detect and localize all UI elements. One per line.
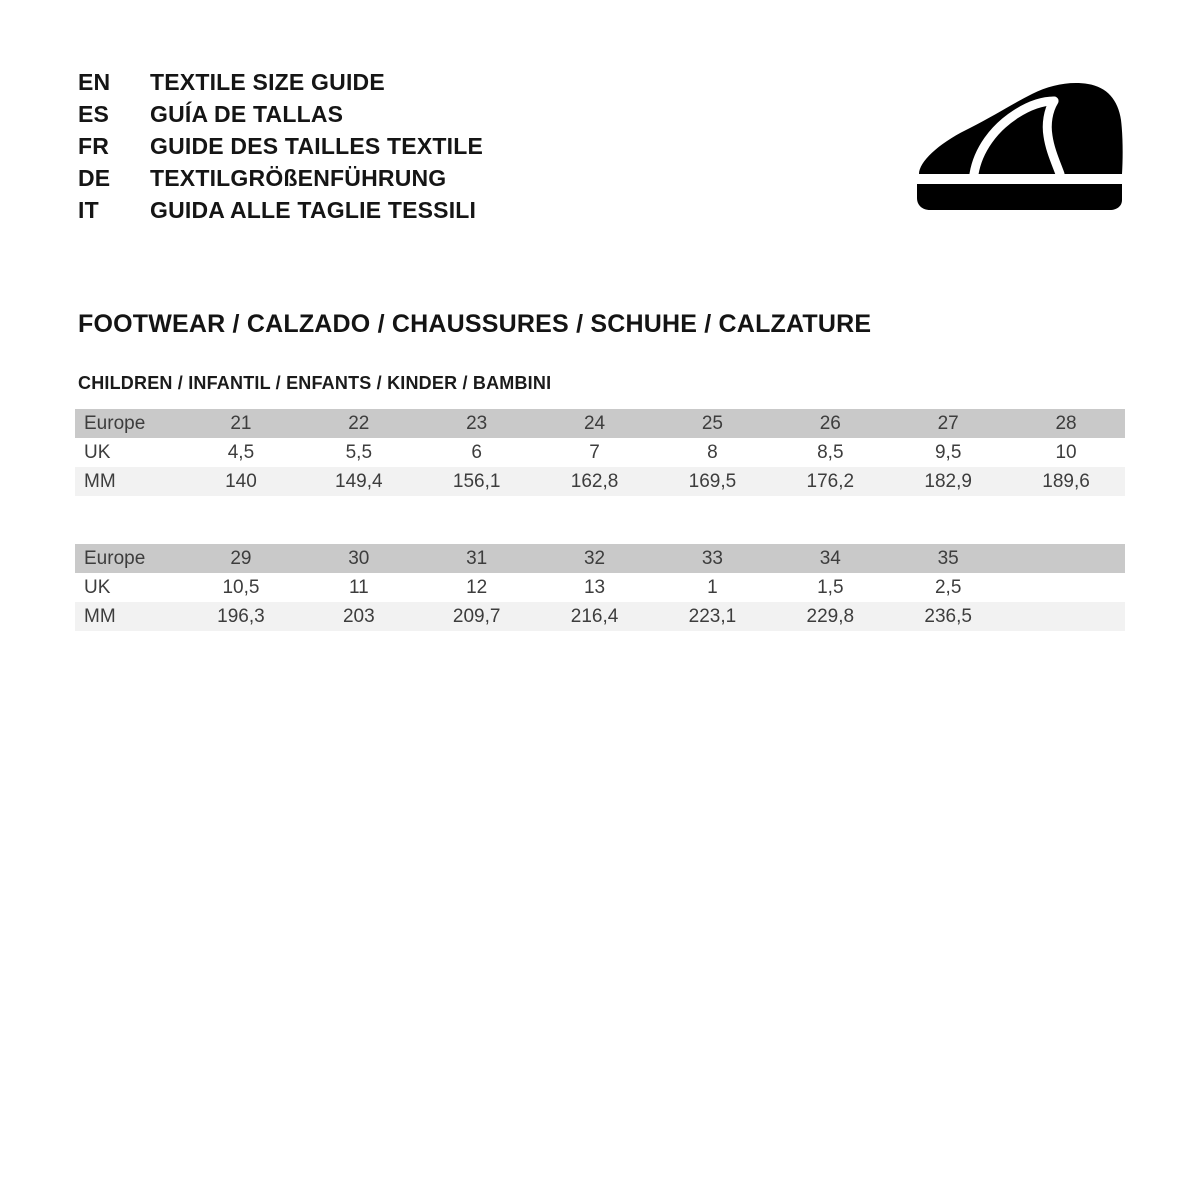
table-row: MM 196,3 203 209,7 216,4 223,1 229,8 236…: [75, 602, 1125, 631]
row-label-mm: MM: [84, 606, 116, 627]
table-cell: 21: [230, 413, 252, 434]
language-code-es: ES: [78, 101, 110, 127]
table-cell: 28: [1055, 413, 1077, 434]
row-label-mm: MM: [84, 471, 116, 492]
children-section-subtitle: CHILDREN / INFANTIL / ENFANTS / KINDER /…: [78, 373, 552, 393]
table-row: UK 10,5 11 12 13 1 1,5 2,5: [75, 573, 1125, 602]
table-cell: 35: [937, 548, 959, 569]
table-cell: 8,5: [817, 442, 844, 463]
table-cell-empty: [1007, 602, 1125, 631]
table-cell: 162,8: [570, 471, 619, 492]
table-cell: 1: [707, 577, 718, 598]
shoe-icon: [908, 78, 1132, 218]
table-cell: 189,6: [1042, 471, 1090, 492]
table-row: Europe 21 22 23 24 25 26 27 28: [75, 409, 1125, 438]
table-cell: 23: [466, 413, 488, 434]
language-row-de: DE TEXTILGRÖßENFÜHRUNG: [78, 162, 718, 194]
table-cell: 26: [819, 413, 841, 434]
table-cell: 27: [937, 413, 959, 434]
table-cell: 25: [701, 413, 723, 434]
language-row-es: ES GUÍA DE TALLAS: [78, 98, 718, 130]
language-code-de: DE: [78, 165, 111, 191]
table-cell: 24: [583, 413, 606, 434]
size-table-children-21-28: Europe 21 22 23 24 25 26 27 28 UK 4,5 5,…: [75, 409, 1125, 496]
footwear-section-title: FOOTWEAR / CALZADO / CHAUSSURES / SCHUHE…: [78, 310, 872, 338]
table-cell: 169,5: [688, 471, 737, 492]
size-table-children-29-35: Europe 29 30 31 32 33 34 35 UK 10,5 11 1…: [75, 544, 1125, 631]
table-cell: 176,2: [806, 471, 855, 492]
table-cell: 156,1: [452, 471, 501, 492]
table-row: UK 4,5 5,5 6 7 8 8,5 9,5 10: [75, 438, 1125, 467]
language-label-fr: GUIDE DES TAILLES TEXTILE: [150, 133, 483, 159]
language-label-en: TEXTILE SIZE GUIDE: [150, 69, 385, 95]
table-row: MM 140 149,4 156,1 162,8 169,5 176,2 182…: [75, 467, 1125, 496]
table-cell: 1,5: [817, 577, 844, 598]
table-cell-empty: [1007, 544, 1125, 573]
table-cell: 13: [583, 577, 606, 598]
table-row: Europe 29 30 31 32 33 34 35: [75, 544, 1125, 573]
table-cell: 216,4: [570, 606, 619, 627]
table-cell: 140: [225, 471, 257, 492]
language-label-it: GUIDA ALLE TAGLIE TESSILI: [150, 197, 477, 223]
table-cell: 9,5: [934, 442, 962, 463]
row-label-uk: UK: [84, 577, 111, 598]
language-header-block: EN TEXTILE SIZE GUIDE ES GUÍA DE TALLAS …: [78, 66, 718, 226]
row-label-europe: Europe: [84, 413, 146, 434]
table-cell: 182,9: [924, 471, 972, 492]
table-cell: 33: [701, 548, 723, 569]
table-cell: 5,5: [345, 442, 373, 463]
language-code-fr: FR: [78, 133, 110, 159]
table-cell: 10: [1055, 442, 1077, 463]
row-label-europe: Europe: [84, 548, 146, 569]
table-cell: 32: [583, 548, 606, 569]
table-cell: 30: [348, 548, 370, 569]
table-cell: 11: [348, 577, 369, 598]
language-code-it: IT: [78, 197, 99, 223]
table-cell: 8: [707, 442, 718, 463]
table-cell: 149,4: [335, 471, 383, 492]
table-cell: 4,5: [227, 442, 255, 463]
table-cell: 29: [230, 548, 252, 569]
table-cell-empty: [1007, 573, 1125, 602]
table-cell: 31: [466, 548, 488, 569]
table-cell: 223,1: [688, 606, 737, 627]
table-cell: 203: [342, 606, 375, 627]
table-cell: 22: [348, 413, 370, 434]
language-row-fr: FR GUIDE DES TAILLES TEXTILE: [78, 130, 718, 162]
table-cell: 236,5: [924, 606, 972, 627]
language-label-de: TEXTILGRÖßENFÜHRUNG: [150, 165, 447, 191]
language-row-it: IT GUIDA ALLE TAGLIE TESSILI: [78, 194, 718, 226]
table-cell: 229,8: [806, 606, 855, 627]
table-cell: 2,5: [934, 577, 962, 598]
table-cell: 6: [471, 442, 482, 463]
table-cell: 209,7: [452, 606, 501, 627]
table-cell: 10,5: [222, 577, 260, 598]
language-row-en: EN TEXTILE SIZE GUIDE: [78, 66, 718, 98]
table-cell: 7: [589, 442, 600, 463]
table-cell: 34: [819, 548, 841, 569]
row-label-uk: UK: [84, 442, 111, 463]
language-code-en: EN: [78, 69, 111, 95]
table-cell: 12: [466, 577, 488, 598]
language-label-es: GUÍA DE TALLAS: [150, 101, 344, 127]
table-cell: 196,3: [217, 606, 265, 627]
